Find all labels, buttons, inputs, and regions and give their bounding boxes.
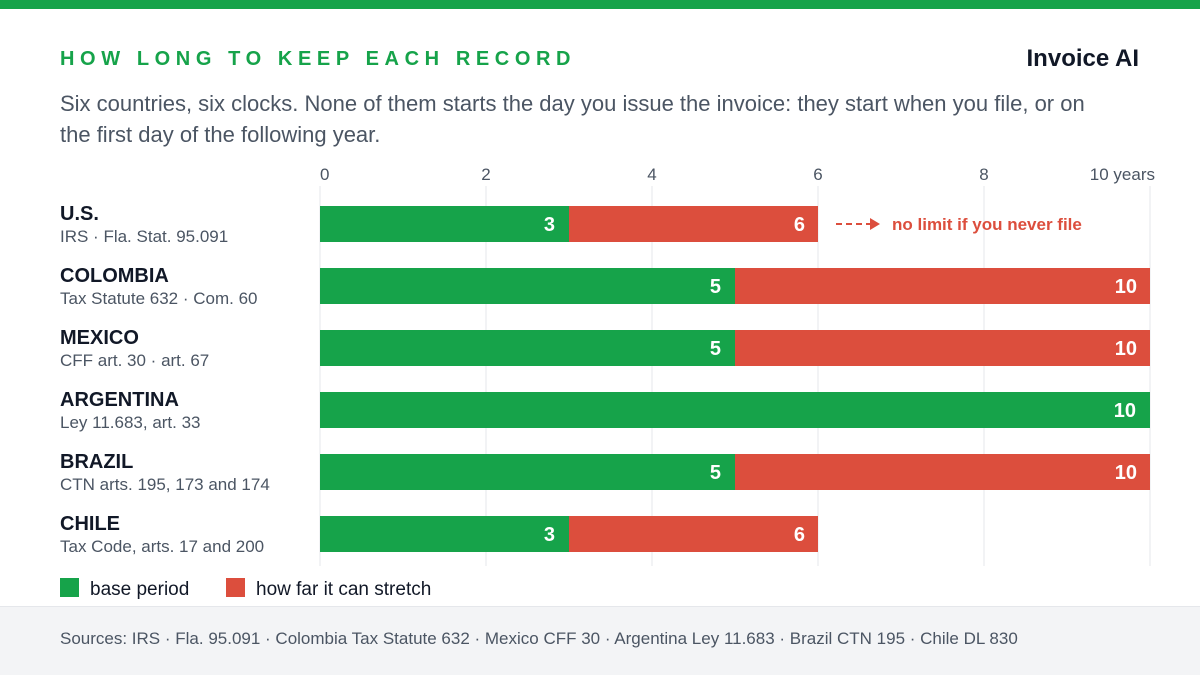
bar-base: [320, 330, 735, 366]
country-law: Tax Code, arts. 17 and 200: [60, 537, 264, 556]
x-tick-label: 0: [320, 165, 329, 184]
footer: Sources: IRS · Fla. 95.091 · Colombia Ta…: [0, 606, 1200, 675]
legend-label: how far it can stretch: [256, 579, 431, 600]
chart-subtitle: Six countries, six clocks. None of them …: [60, 91, 1085, 147]
bar-stretch: [735, 330, 1150, 366]
bar-base: [320, 454, 735, 490]
bar-stretch: [569, 516, 818, 552]
country-law: CTN arts. 195, 173 and 174: [60, 475, 270, 494]
note-arrow-head: [870, 218, 880, 230]
retention-chart: 0 2 4 6 8 10 years U.S. IRS · Fla. Stat. 95.091…: [60, 165, 1155, 600]
no-limit-note: no limit if you never file: [892, 215, 1082, 234]
legend-swatch: [60, 578, 79, 597]
x-tick-label: 6: [813, 165, 822, 184]
bar-base: [320, 206, 569, 242]
bar-base-label: 5: [710, 338, 721, 360]
country-name: MEXICO: [60, 327, 139, 349]
bar-stretch: [735, 454, 1150, 490]
country-name: ARGENTINA: [60, 389, 179, 411]
bar-stretch-label: 10: [1115, 338, 1137, 360]
bar-stretch: [735, 268, 1150, 304]
country-name: BRAZIL: [60, 451, 133, 473]
top-accent-bar: [0, 0, 1200, 9]
bar-stretch-label: 6: [794, 524, 805, 546]
country-law: Tax Statute 632 · Com. 60: [60, 289, 258, 308]
chart-eyebrow-title: HOW LONG TO KEEP EACH RECORD: [60, 48, 577, 70]
country-law: Ley 11.683, art. 33: [60, 413, 201, 432]
x-tick-label: 10 years: [1090, 165, 1155, 184]
x-tick-label: 2: [481, 165, 490, 184]
country-name: U.S.: [60, 203, 99, 225]
legend-swatch: [226, 578, 245, 597]
bar-base: [320, 516, 569, 552]
bar-stretch: [569, 206, 818, 242]
bar-stretch-label: 10: [1115, 462, 1137, 484]
x-tick-label: 4: [647, 165, 656, 184]
country-name: COLOMBIA: [60, 265, 169, 287]
bar-base-label: 5: [710, 462, 721, 484]
x-tick-label: 8: [979, 165, 988, 184]
bar-base-label: 5: [710, 276, 721, 298]
bar-stretch-label: 10: [1115, 276, 1137, 298]
country-law: IRS · Fla. Stat. 95.091: [60, 227, 228, 246]
brand-name: Invoice AI: [1026, 45, 1139, 72]
country-name: CHILE: [60, 513, 120, 535]
legend-label: base period: [90, 579, 189, 600]
bar-stretch-label: 6: [794, 214, 805, 236]
bar-base-label: 3: [544, 524, 555, 546]
bar-base-label: 10: [1114, 400, 1136, 422]
country-law: CFF art. 30 · art. 67: [60, 351, 209, 370]
bar-base-label: 3: [544, 214, 555, 236]
bar-base: [320, 268, 735, 304]
bar-base: [320, 392, 1150, 428]
sources-text: Sources: IRS · Fla. 95.091 · Colombia Ta…: [60, 629, 1018, 648]
